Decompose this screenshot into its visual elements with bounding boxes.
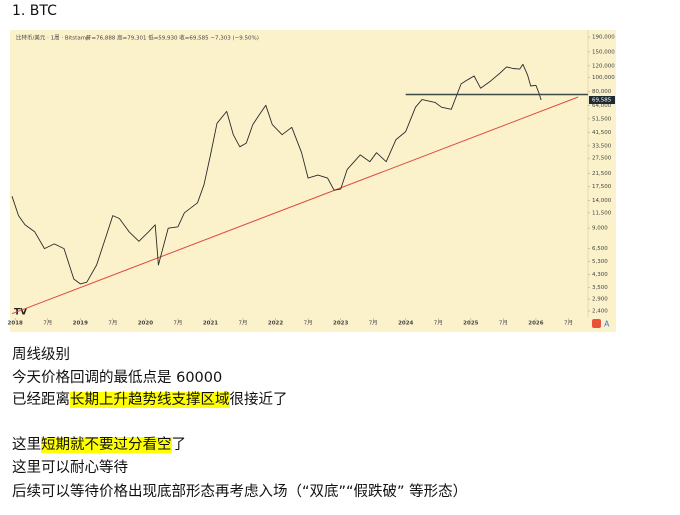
paragraph: 这里可以耐心等待 (12, 456, 128, 477)
y-tick-label: 33,500 (592, 143, 612, 149)
chart: 比特币/美元 · 1周 · Bitstamp 开=76,888 高=79,301… (8, 30, 616, 332)
last-price-label: 69,585 (592, 98, 612, 104)
text: 这里可以耐心等待 (12, 460, 128, 476)
x-tick-label: 2018 (8, 321, 23, 327)
x-tick-label: 7月 (369, 320, 378, 327)
y-tick-label: 100,000 (592, 75, 615, 81)
text: 很接近了 (229, 392, 288, 408)
paragraph: 周线级别 (12, 343, 70, 364)
y-tick-label: 64,000 (592, 103, 612, 109)
x-tick-label: 2019 (73, 321, 88, 327)
paragraph: 后续可以等待价格出现底部形态再考虑入场（“双底”“假跌破” 等形态） (12, 480, 467, 501)
paragraph: 这里短期就不要过分看空了 (12, 433, 186, 454)
text: 了 (171, 437, 187, 453)
x-tick-label: 2023 (333, 321, 348, 327)
x-tick-label: 2022 (268, 321, 283, 327)
y-tick-label: 51,500 (592, 116, 612, 122)
paragraph: 已经距离长期上升趋势线支撑区域很接近了 (12, 388, 288, 409)
logo-icon (592, 319, 601, 328)
text: 已经距离 (12, 392, 70, 408)
trendline (11, 96, 579, 315)
y-tick-label: 2,400 (592, 309, 608, 315)
x-tick-label: 7月 (564, 320, 573, 327)
x-tick-label: 7月 (304, 320, 313, 327)
paragraph: 今天价格回调的最低点是 60000 (12, 366, 222, 387)
x-tick-label: 7月 (108, 320, 117, 327)
y-tick-label: 190,000 (592, 35, 615, 41)
heading: 1. BTC (12, 3, 57, 19)
x-tick-label: 7月 (43, 320, 52, 327)
text: 今天价格回调的最低点是 60000 (12, 370, 223, 386)
y-tick-label: 5,300 (592, 259, 608, 265)
y-tick-label: 9,000 (592, 226, 608, 232)
x-tick-label: 7月 (434, 320, 443, 327)
x-tick-label: 7月 (173, 320, 182, 327)
x-tick-label: 7月 (499, 320, 508, 327)
highlighted-text: 长期上升趋势线支撑区域 (70, 392, 230, 408)
y-tick-label: 2,900 (592, 297, 608, 303)
y-tick-label: 4,300 (592, 272, 608, 278)
x-tick-label: 2020 (138, 321, 153, 327)
y-tick-label: 120,000 (592, 63, 615, 69)
y-tick-label: 14,000 (592, 198, 612, 204)
y-tick-label: 80,000 (592, 89, 612, 95)
price-line (11, 63, 542, 285)
text: 周线级别 (12, 347, 70, 363)
chart-subtitle: 开=76,888 高=79,301 低=59,930 收=69,585 −7,3… (86, 34, 259, 42)
y-tick-label: 11,500 (592, 210, 612, 216)
y-tick-label: 17,500 (592, 184, 612, 190)
auto-scale-icon: A (604, 320, 610, 329)
y-tick-label: 3,500 (592, 285, 608, 291)
watermark: TV (14, 308, 27, 318)
highlighted-text: 短期就不要过分看空 (41, 437, 172, 453)
chart-background (10, 30, 616, 332)
chart-title: 比特币/美元 · 1周 · Bitstamp (16, 34, 90, 42)
x-tick-label: 7月 (239, 320, 248, 327)
y-tick-label: 150,000 (592, 49, 615, 55)
text: 这里 (12, 437, 41, 453)
last-price-box (589, 96, 615, 105)
y-tick-label: 6,500 (592, 246, 608, 252)
y-tick-label: 27,500 (592, 156, 612, 162)
y-tick-label: 41,500 (592, 130, 612, 136)
x-tick-label: 2026 (528, 321, 543, 327)
x-tick-label: 2024 (398, 321, 413, 327)
x-tick-label: 2021 (203, 321, 218, 327)
y-tick-label: 21,500 (592, 171, 612, 177)
x-tick-label: 2025 (463, 321, 478, 327)
text: 后续可以等待价格出现底部形态再考虑入场（“双底”“假跌破” 等形态） (12, 484, 468, 500)
